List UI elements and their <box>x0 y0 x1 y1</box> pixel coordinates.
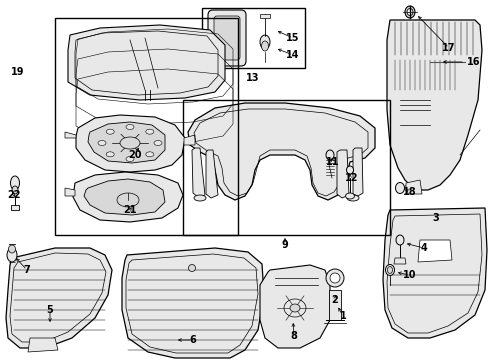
Ellipse shape <box>117 193 139 207</box>
Ellipse shape <box>395 183 404 194</box>
Text: 12: 12 <box>345 173 358 183</box>
Polygon shape <box>68 25 224 100</box>
Ellipse shape <box>325 150 333 160</box>
Ellipse shape <box>194 195 205 201</box>
Text: 9: 9 <box>281 240 288 250</box>
Text: 3: 3 <box>432 213 439 223</box>
Text: 17: 17 <box>441 43 455 53</box>
Ellipse shape <box>120 137 140 149</box>
Ellipse shape <box>98 140 106 145</box>
Text: 13: 13 <box>246 73 259 83</box>
Text: 19: 19 <box>11 67 25 77</box>
Polygon shape <box>336 150 348 198</box>
Polygon shape <box>393 258 405 264</box>
Ellipse shape <box>325 269 343 287</box>
Ellipse shape <box>329 273 339 283</box>
Text: 8: 8 <box>290 331 297 341</box>
Polygon shape <box>6 248 112 348</box>
Polygon shape <box>405 180 421 194</box>
Text: 1: 1 <box>339 311 346 321</box>
Text: 11: 11 <box>325 157 339 167</box>
Polygon shape <box>205 150 218 198</box>
Polygon shape <box>192 148 204 197</box>
Ellipse shape <box>126 157 134 162</box>
Text: 21: 21 <box>123 205 137 215</box>
Polygon shape <box>88 122 164 163</box>
Ellipse shape <box>7 248 17 262</box>
Ellipse shape <box>386 266 392 274</box>
Ellipse shape <box>395 235 403 245</box>
Text: 15: 15 <box>285 33 299 43</box>
Ellipse shape <box>145 152 154 157</box>
Polygon shape <box>73 172 183 222</box>
Text: 20: 20 <box>128 150 142 160</box>
Polygon shape <box>386 20 481 190</box>
Ellipse shape <box>260 35 269 49</box>
Polygon shape <box>417 240 451 262</box>
Text: 2: 2 <box>331 295 338 305</box>
Text: 6: 6 <box>189 335 196 345</box>
Ellipse shape <box>8 245 16 253</box>
Text: 10: 10 <box>403 270 416 280</box>
Ellipse shape <box>154 140 162 145</box>
Polygon shape <box>84 179 164 215</box>
Polygon shape <box>11 205 19 210</box>
Polygon shape <box>76 115 184 172</box>
Ellipse shape <box>289 304 299 312</box>
Polygon shape <box>183 135 195 145</box>
Bar <box>328 290 340 320</box>
Text: 18: 18 <box>403 187 416 197</box>
Text: 14: 14 <box>285 50 299 60</box>
Ellipse shape <box>404 6 414 18</box>
Ellipse shape <box>106 129 114 134</box>
Ellipse shape <box>345 193 354 199</box>
Ellipse shape <box>385 265 394 275</box>
Ellipse shape <box>10 176 20 190</box>
Polygon shape <box>65 188 75 196</box>
Ellipse shape <box>106 152 114 157</box>
Text: 22: 22 <box>7 190 20 200</box>
Ellipse shape <box>261 41 268 51</box>
Polygon shape <box>260 265 329 348</box>
Text: 16: 16 <box>467 57 480 67</box>
Bar <box>183 100 389 235</box>
Bar <box>202 8 305 68</box>
Ellipse shape <box>188 265 195 271</box>
Polygon shape <box>352 148 362 196</box>
Polygon shape <box>28 338 58 352</box>
Text: 7: 7 <box>23 265 30 275</box>
Ellipse shape <box>12 186 18 194</box>
Ellipse shape <box>145 129 154 134</box>
Ellipse shape <box>126 125 134 130</box>
Polygon shape <box>382 208 486 338</box>
Polygon shape <box>260 14 269 18</box>
Text: 4: 4 <box>420 243 427 253</box>
Ellipse shape <box>346 166 353 174</box>
Bar <box>55 18 238 235</box>
FancyBboxPatch shape <box>214 16 240 60</box>
Polygon shape <box>187 103 374 200</box>
Ellipse shape <box>346 195 358 201</box>
FancyBboxPatch shape <box>207 10 245 66</box>
Ellipse shape <box>406 9 412 15</box>
Polygon shape <box>65 132 76 138</box>
Text: 5: 5 <box>46 305 53 315</box>
Polygon shape <box>122 248 264 358</box>
